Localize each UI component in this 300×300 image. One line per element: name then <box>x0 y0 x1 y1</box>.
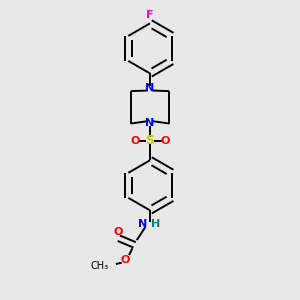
Text: O: O <box>130 136 140 146</box>
Text: O: O <box>160 136 170 146</box>
Text: O: O <box>113 227 123 237</box>
Text: CH₃: CH₃ <box>90 261 109 271</box>
Text: S: S <box>146 134 154 147</box>
Text: N: N <box>146 118 154 128</box>
Text: N: N <box>146 83 154 93</box>
Text: N: N <box>138 220 148 230</box>
Text: H: H <box>151 220 160 230</box>
Text: F: F <box>146 10 154 20</box>
Text: O: O <box>121 255 130 265</box>
